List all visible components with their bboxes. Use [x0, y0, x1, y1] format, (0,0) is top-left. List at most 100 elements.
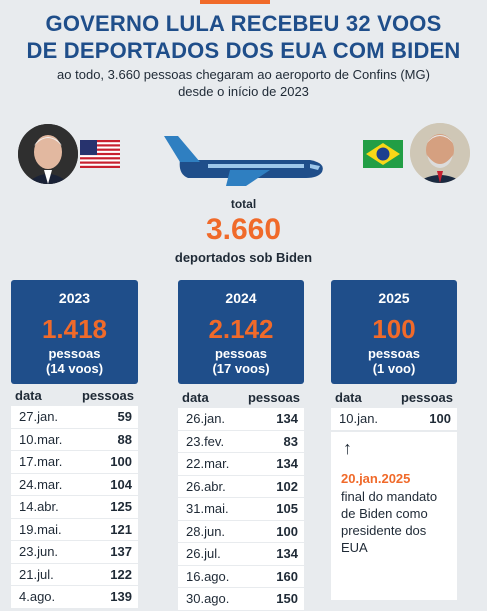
card-unit: pessoas	[48, 346, 101, 361]
row-people: 59	[117, 409, 132, 424]
table-rows: 27.jan. 59 10.mar. 88 17.mar. 100 24.mar. 104 14…	[11, 406, 138, 609]
people-column-header: pessoas	[400, 390, 453, 405]
row-date: 27.jan.	[19, 409, 59, 424]
table-header: data pessoas	[331, 388, 457, 408]
row-people: 160	[276, 568, 298, 584]
row-people: 83	[283, 433, 298, 449]
row-date: 10.mar.	[19, 431, 63, 447]
table-row: 19.mai. 121	[11, 518, 138, 541]
table-row: 16.ago. 160	[178, 565, 304, 588]
row-date: 23.jun.	[19, 544, 59, 559]
card-value: 100	[372, 314, 416, 344]
row-date: 28.jun.	[186, 523, 226, 539]
row-date: 10.jan.	[339, 411, 379, 426]
table-header: data pessoas	[178, 388, 304, 408]
table-row: 17.mar. 100	[11, 451, 138, 474]
row-people: 134	[276, 546, 298, 561]
table-row: 28.jun. 100	[178, 520, 304, 543]
people-column-header: pessoas	[81, 388, 134, 403]
card-flights: (14 voos)	[45, 361, 104, 376]
row-people: 150	[276, 591, 298, 606]
card-flights: (17 voos)	[212, 361, 270, 376]
card-value: 1.418	[41, 314, 108, 344]
us-flag-icon	[80, 140, 120, 168]
date-column-header: data	[182, 390, 209, 405]
row-date: 23.fev.	[186, 433, 225, 449]
row-date: 24.mar.	[19, 476, 63, 492]
subtitle: ao todo, 3.660 pessoas chegaram ao aerop…	[0, 66, 487, 100]
row-people: 134	[276, 456, 298, 471]
total-caption: deportados sob Biden	[174, 250, 313, 265]
total-value: 3.660	[205, 213, 282, 246]
table-row: 26.jul. 134	[178, 543, 304, 566]
row-people: 105	[276, 501, 298, 516]
table-header: data pessoas	[11, 386, 138, 406]
row-people: 88	[117, 431, 132, 447]
card-year: 2024	[225, 290, 257, 306]
card-unit: pessoas	[214, 346, 268, 361]
row-people: 104	[110, 476, 132, 492]
date-column-header: data	[15, 388, 42, 403]
row-people: 134	[276, 411, 298, 426]
people-column-header: pessoas	[247, 390, 300, 405]
table-row: 26.abr. 102	[178, 475, 304, 498]
table-row: 27.jan. 59	[11, 406, 138, 429]
row-date: 30.ago.	[186, 591, 230, 606]
row-date: 19.mai.	[19, 521, 62, 537]
row-date: 17.mar.	[19, 454, 63, 469]
table-row: 14.abr. 125	[11, 496, 138, 519]
total-label: total	[230, 197, 257, 211]
card-value: 2.142	[208, 314, 274, 344]
card-year: 2023	[58, 290, 91, 306]
row-date: 26.jan.	[186, 411, 226, 426]
table-rows: 26.jan. 134 23.fev. 83 22.mar. 134 26.abr. 102 3…	[178, 408, 304, 611]
accent-bar	[200, 0, 270, 4]
flights-table-2024: data pessoas 26.jan. 134 23.fev. 83 22.mar. 1…	[178, 388, 304, 611]
table-row: 23.fev. 83	[178, 430, 304, 453]
table-row: 21.jul. 122	[11, 563, 138, 586]
biden-portrait	[18, 124, 78, 184]
table-row: 23.jun. 137	[11, 541, 138, 564]
table-row: 26.jan. 134	[178, 408, 304, 431]
subtitle-line-2: desde o início de 2023	[178, 84, 309, 99]
card-flights: (1 voo)	[372, 361, 416, 376]
row-people: 100	[110, 454, 132, 469]
brazil-flag-icon	[363, 140, 403, 168]
table-row: 22.mar. 134	[178, 453, 304, 476]
table-row: 4.ago. 139	[11, 586, 138, 609]
card-unit: pessoas	[367, 346, 421, 361]
row-people: 102	[276, 478, 298, 494]
table-row: 10.jan. 100	[331, 408, 457, 431]
flights-table-2025: data pessoas 10.jan. 100	[331, 388, 457, 431]
row-people: 137	[110, 544, 132, 559]
note-text: final do mandato de Biden como president…	[341, 489, 438, 555]
headline-line-2: DE DEPORTADOS DOS EUA COM BIDEN	[26, 38, 461, 63]
headline: GOVERNO LULA RECEBEU 32 VOOS DE DEPORTAD…	[0, 10, 487, 64]
row-date: 22.mar.	[186, 456, 230, 471]
lula-portrait	[410, 123, 470, 183]
row-people: 122	[110, 566, 132, 582]
row-people: 100	[429, 411, 451, 426]
row-date: 31.mai.	[186, 501, 229, 516]
row-date: 26.jul.	[186, 546, 221, 561]
subtitle-line-1: ao todo, 3.660 pessoas chegaram ao aerop…	[57, 67, 430, 82]
row-date: 26.abr.	[186, 478, 226, 494]
row-date: 4.ago.	[19, 589, 56, 604]
year-card-2024: 2024 2.142 pessoas (17 voos)	[178, 280, 304, 384]
row-people: 125	[110, 499, 132, 514]
year-card-2023: 2023 1.418 pessoas (14 voos)	[11, 280, 138, 384]
row-people: 121	[110, 521, 132, 537]
table-row: 31.mai. 105	[178, 498, 304, 521]
row-date: 16.ago.	[186, 568, 230, 584]
row-date: 21.jul.	[19, 566, 54, 582]
note-date: 20.jan.2025	[341, 471, 411, 486]
card-year: 2025	[378, 290, 410, 306]
table-row: 10.mar. 88	[11, 428, 138, 451]
table-row: 30.ago. 150	[178, 588, 304, 611]
row-people: 100	[276, 523, 298, 539]
row-people: 139	[110, 589, 132, 604]
table-rows: 10.jan. 100	[331, 408, 457, 431]
up-arrow-icon: ↑	[343, 438, 352, 458]
headline-line-1: GOVERNO LULA RECEBEU 32 VOOS	[45, 11, 442, 36]
table-row: 24.mar. 104	[11, 473, 138, 496]
